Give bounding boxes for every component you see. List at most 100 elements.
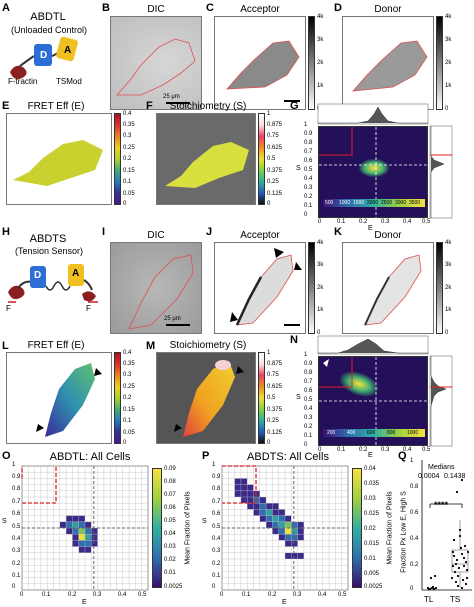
heatmap-cell	[278, 534, 285, 541]
tick: 0.9	[212, 474, 221, 480]
data-point	[456, 574, 460, 578]
tick: 0.1	[123, 418, 132, 424]
panel-label-h: H	[2, 226, 10, 238]
tick: 0.4	[12, 536, 21, 542]
abdtl-title: ABDTL	[30, 11, 66, 23]
tick: 0.5	[338, 592, 347, 598]
gray-colorbar-donor-abdts	[436, 242, 443, 334]
tick: 0.2	[410, 562, 419, 568]
heatmap-cell	[66, 528, 73, 535]
heatmap-cell	[291, 540, 298, 547]
panel-o-heatmap	[21, 465, 149, 591]
tick: 1	[267, 350, 271, 356]
tick: 0.7	[304, 149, 313, 155]
arrowheads-fret	[36, 368, 102, 432]
panel-g-xlabel: E	[368, 225, 373, 232]
panel-label-n: N	[290, 334, 298, 346]
tick: 0.7	[304, 379, 313, 385]
tick: 0.8	[304, 140, 313, 146]
panel-p-heatmap	[221, 465, 349, 591]
tick: 1k	[445, 307, 452, 313]
panel-o-cbar-label: Mean Fraction of Pixels	[184, 491, 192, 565]
heatmap-cell	[285, 528, 292, 535]
tick: 0.01	[164, 570, 176, 576]
fret-ticks-abdtl: 0.4 0.35 0.3 0.25 0.2 0.15 0.1 0.05 0	[123, 111, 141, 207]
stoich-ticks-abdts: 1 0.875 0.75 0.625 0.5 0.375 0.25 0.125 …	[267, 350, 287, 446]
heatmap-cell	[72, 540, 79, 547]
data-point	[465, 576, 469, 580]
data-point	[452, 538, 456, 542]
heatmap-cell	[85, 521, 92, 528]
fret-title-abdtl: FRET Eff (E)	[27, 101, 85, 112]
tick: 3000	[395, 200, 407, 206]
tick: 0.03	[164, 544, 176, 550]
heatmap-cell	[72, 528, 79, 535]
tick: 0.125	[267, 430, 283, 436]
tick: 0.15	[123, 168, 135, 174]
tick: 0.2	[304, 424, 313, 430]
tick: 0.2	[123, 395, 132, 401]
tick: 0.4	[118, 592, 127, 598]
tick: 0.4	[410, 536, 419, 542]
tick: 0.08	[164, 479, 176, 485]
heatmap-cell	[291, 528, 298, 535]
data-point	[451, 564, 455, 568]
data-point	[454, 562, 458, 566]
heatmap-cell	[66, 521, 73, 528]
tick: 500	[325, 200, 334, 206]
tick: 0	[304, 442, 308, 448]
panel-label-i: I	[102, 226, 106, 238]
tick: 0.625	[267, 145, 283, 151]
tick: 0.875	[267, 122, 283, 128]
tick: 0.4	[304, 406, 313, 412]
tick: 0.3	[123, 372, 132, 378]
tick: 0.07	[164, 492, 176, 498]
data-point	[450, 576, 454, 580]
data-point	[460, 478, 464, 482]
data-point	[462, 564, 466, 568]
tick: 0.35	[123, 361, 135, 367]
dic-title-abdts: DIC	[147, 230, 165, 241]
tick: 0	[318, 219, 322, 225]
tick: 0.4	[318, 592, 327, 598]
heatmap-cell	[85, 534, 92, 541]
panel-o-ylabel: S	[2, 518, 7, 525]
tick: 0	[212, 584, 216, 590]
tick: 0	[445, 106, 449, 112]
tick: 0	[317, 330, 321, 336]
panel-label-k: K	[334, 226, 342, 238]
heatmap-cell	[78, 521, 85, 528]
heatmap-cell	[259, 509, 267, 516]
tick: 4k	[445, 14, 452, 20]
heatmap-cell	[78, 540, 85, 547]
stoich-title-abdts: Stoichiometry (S)	[169, 340, 247, 351]
tick: 0.2	[123, 156, 132, 162]
tick: 3k	[445, 37, 452, 43]
tick: 0.2	[12, 561, 21, 567]
data-point	[451, 550, 455, 554]
data-point	[452, 554, 456, 558]
data-point	[434, 586, 438, 590]
tick: 0.4	[123, 111, 132, 117]
stoich-title-abdtl: Stoichiometry (S)	[169, 101, 247, 112]
gray-colorbar-acceptor	[308, 16, 315, 110]
tick: 0.9	[304, 361, 313, 367]
tick: 2k	[445, 285, 452, 291]
acceptor-title-abdts: Acceptor	[240, 230, 280, 241]
panel-p-xticks: 0 0.1 0.2 0.3 0.4 0.5	[220, 592, 350, 600]
tick: 0.4	[123, 350, 132, 356]
tick: 4k	[317, 14, 324, 20]
tick: 0.25	[267, 179, 279, 185]
stoich-colorbar-abdts	[258, 352, 265, 444]
data-point	[455, 490, 459, 494]
heatmap-cell	[240, 478, 248, 485]
tick: 4k	[317, 240, 324, 246]
heatmap-cell	[266, 521, 273, 528]
tick: 0.6	[304, 158, 313, 164]
schematic-a-tag-abdts: A	[72, 268, 80, 279]
tick: 0.3	[304, 415, 313, 421]
tick: 1	[12, 462, 16, 468]
heatmap-cell	[259, 515, 267, 522]
panel-g-xticks: 0 0.1 0.2 0.3 0.4 0.5	[318, 219, 432, 227]
tick: 0.3	[293, 592, 302, 598]
